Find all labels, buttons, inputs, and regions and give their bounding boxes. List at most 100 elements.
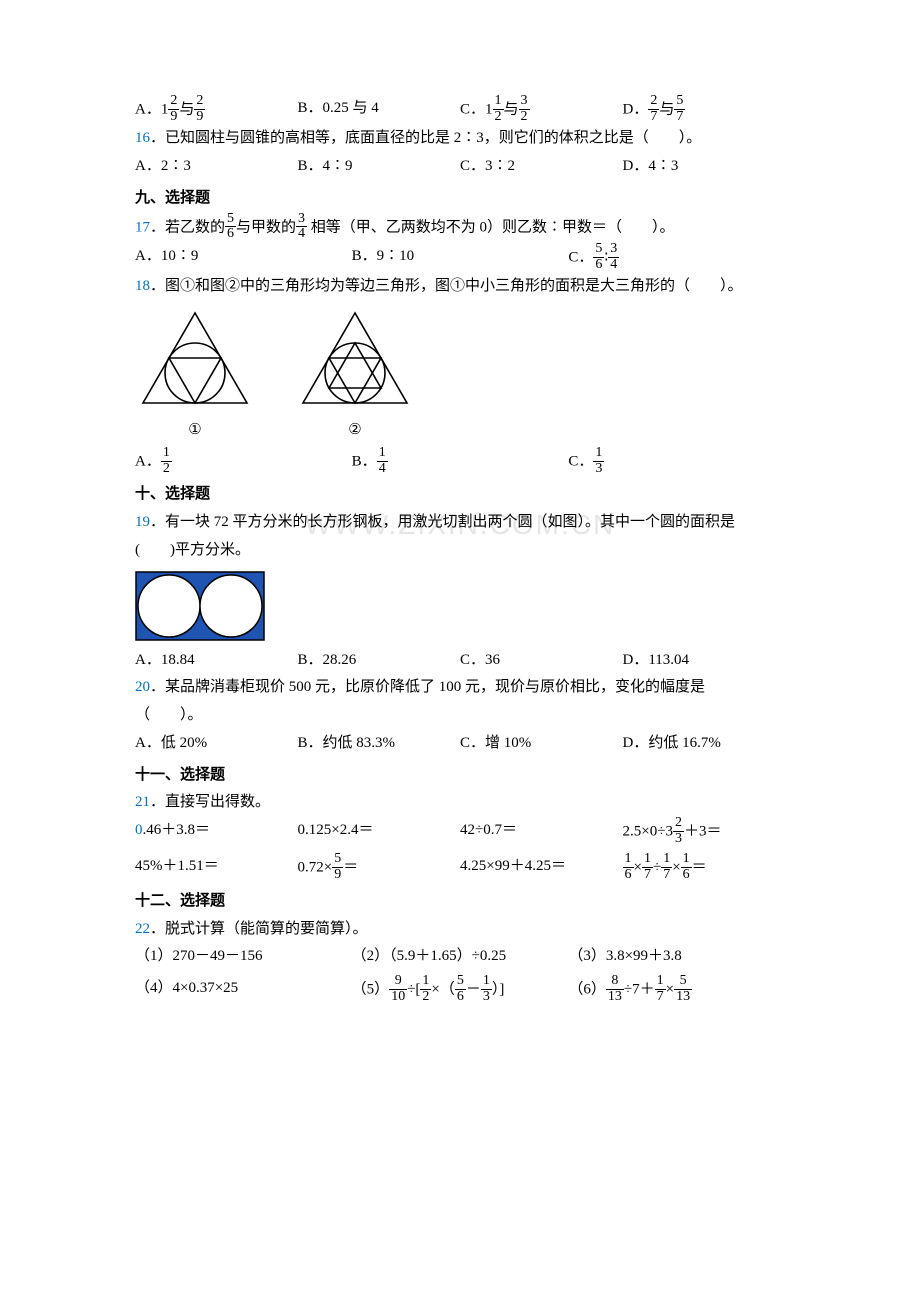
- text: 相等（甲、乙两数均不为 0）则乙数∶甲数＝（ ）。: [307, 219, 675, 235]
- fraction: 29: [168, 94, 179, 124]
- q16-opt-d: D．4∶3: [623, 153, 786, 181]
- expr: 0.125×2.4＝: [298, 817, 461, 847]
- q21-stem: 21．直接写出得数。: [135, 789, 785, 817]
- opt-label: D．: [623, 102, 649, 118]
- question-text: ．某品牌消毒柜现价 500 元，比原价降低了 100 元，现价与原价相比，变化的…: [150, 679, 705, 695]
- q16-opt-b: B．4∶9: [298, 153, 461, 181]
- question-text: ．图①和图②中的三角形均为等边三角形，图①中小三角形的面积是大三角形的（ ）。: [150, 278, 743, 294]
- q20-opt-d: D．约低 16.7%: [623, 730, 786, 758]
- question-number: 20: [135, 679, 150, 695]
- question-text: ．已知圆柱与圆锥的高相等，底面直径的比是 2∶3，则它们的体积之比是（ ）。: [150, 130, 701, 146]
- fraction: 13: [593, 446, 604, 476]
- expr: 4.25×99＋4.25＝: [460, 853, 623, 883]
- fraction: 17: [661, 852, 672, 882]
- fraction: 34: [608, 242, 619, 272]
- fraction: 56: [593, 242, 604, 272]
- expr: 16×17÷17×16＝: [623, 853, 786, 883]
- triangle-circle-icon: [295, 307, 415, 417]
- figure-label: ①: [135, 417, 255, 445]
- q15-options: A．129与29 B．0.25 与 4 C．112与32 D．27与57: [135, 95, 785, 125]
- expr-2: （2）（5.9＋1.65）÷0.25: [352, 943, 569, 971]
- mixed-int: 1: [161, 101, 169, 117]
- q20-opt-c: C．增 10%: [460, 730, 623, 758]
- text: ×（: [431, 982, 454, 998]
- q15-opt-b: B．0.25 与 4: [298, 95, 461, 125]
- op: ÷: [653, 860, 661, 876]
- section-11-heading: 十一、选择题: [135, 762, 785, 790]
- text: ÷[: [407, 982, 420, 998]
- fraction: 17: [642, 852, 653, 882]
- fraction: 12: [420, 974, 431, 1004]
- opt-label: C．: [460, 102, 485, 118]
- question-number: 16: [135, 130, 150, 146]
- opt-label: A．: [135, 102, 161, 118]
- text: 与甲数的: [236, 219, 296, 235]
- q19-stem: 19．有一块 72 平方分米的长方形钢板，用激光切割出两个圆（如图）。其中一个圆…: [135, 509, 785, 537]
- expr-text: .46＋3.8＝: [143, 822, 211, 838]
- expr-3: （3）3.8×99＋3.8: [568, 943, 785, 971]
- opt-label: C．: [568, 250, 593, 266]
- figure-2: ②: [295, 307, 415, 445]
- expr: 0.46＋3.8＝: [135, 817, 298, 847]
- q18-options: A．12 B．14 C．13: [135, 447, 785, 477]
- text: （6）: [568, 982, 606, 998]
- fraction: 12: [161, 446, 172, 476]
- expr-4: （4）4×0.37×25: [135, 975, 352, 1005]
- fraction: 813: [606, 974, 624, 1004]
- q21-row1: 0.46＋3.8＝ 0.125×2.4＝ 42÷0.7＝ 2.5×0÷323＋3…: [135, 817, 785, 847]
- q19-opt-a: A．18.84: [135, 647, 298, 675]
- expr: 0.72×59＝: [298, 853, 461, 883]
- question-number: 17: [135, 219, 150, 235]
- question-number: 21: [135, 794, 150, 810]
- q19-figure: [135, 571, 785, 641]
- q17-options: A．10∶9 B．9∶10 C．56∶34: [135, 243, 785, 273]
- question-number: 18: [135, 278, 150, 294]
- q18-opt-b: B．14: [352, 447, 569, 477]
- q15-opt-a: A．129与29: [135, 95, 298, 125]
- q18-figures: ① ②: [135, 307, 785, 445]
- two-circles-rect-icon: [135, 571, 265, 641]
- expr-1: （1）270－49－156: [135, 943, 352, 971]
- text: ）]: [492, 982, 505, 998]
- opt-label: B．: [352, 454, 377, 470]
- expr-6: （6）813÷7＋17×513: [568, 975, 785, 1005]
- q17-opt-a: A．10∶9: [135, 243, 352, 273]
- section-12-heading: 十二、选择题: [135, 888, 785, 916]
- fraction: 12: [493, 94, 504, 124]
- q18-opt-a: A．12: [135, 447, 352, 477]
- q19-opt-c: C．36: [460, 647, 623, 675]
- fraction: 16: [681, 852, 692, 882]
- text: ×: [666, 982, 674, 998]
- q15-opt-d: D．27与57: [623, 95, 786, 125]
- q18-opt-c: C．13: [568, 447, 785, 477]
- mixed-int: 1: [485, 101, 493, 117]
- expr-5: （5）910÷[12×（56－13）]: [352, 975, 569, 1005]
- q17-stem: 17．若乙数的56与甲数的34 相等（甲、乙两数均不为 0）则乙数∶甲数＝（ ）…: [135, 213, 785, 243]
- expr: 45%＋1.51＝: [135, 853, 298, 883]
- text: 0.72×: [298, 860, 333, 876]
- q18-stem: 18．图①和图②中的三角形均为等边三角形，图①中小三角形的面积是大三角形的（ ）…: [135, 273, 785, 301]
- text: 2.5×0÷3: [623, 824, 673, 840]
- q17-opt-c: C．56∶34: [568, 243, 785, 273]
- expr: 42÷0.7＝: [460, 817, 623, 847]
- conj: 与: [659, 102, 674, 118]
- question-text: ．脱式计算（能简算的要简算）。: [150, 921, 368, 937]
- q16-options: A．2∶3 B．4∶9 C．3∶2 D．4∶3: [135, 153, 785, 181]
- fraction: 16: [623, 852, 634, 882]
- fraction: 513: [674, 974, 692, 1004]
- q17-opt-b: B．9∶10: [352, 243, 569, 273]
- q21-row2: 45%＋1.51＝ 0.72×59＝ 4.25×99＋4.25＝ 16×17÷1…: [135, 853, 785, 883]
- eq: ＝: [692, 860, 707, 876]
- q22-stem: 22．脱式计算（能简算的要简算）。: [135, 916, 785, 944]
- fraction: 14: [377, 446, 388, 476]
- fraction: 32: [519, 94, 530, 124]
- triangle-circle-icon: [135, 307, 255, 417]
- expr: 2.5×0÷323＋3＝: [623, 817, 786, 847]
- fraction: 23: [673, 816, 684, 846]
- question-number: 22: [135, 921, 150, 937]
- q20-stem: 20．某品牌消毒柜现价 500 元，比原价降低了 100 元，现价与原价相比，变…: [135, 674, 785, 702]
- q16-opt-c: C．3∶2: [460, 153, 623, 181]
- fraction: 27: [648, 94, 659, 124]
- question-number: 19: [135, 514, 150, 530]
- q19-opt-b: B．28.26: [298, 647, 461, 675]
